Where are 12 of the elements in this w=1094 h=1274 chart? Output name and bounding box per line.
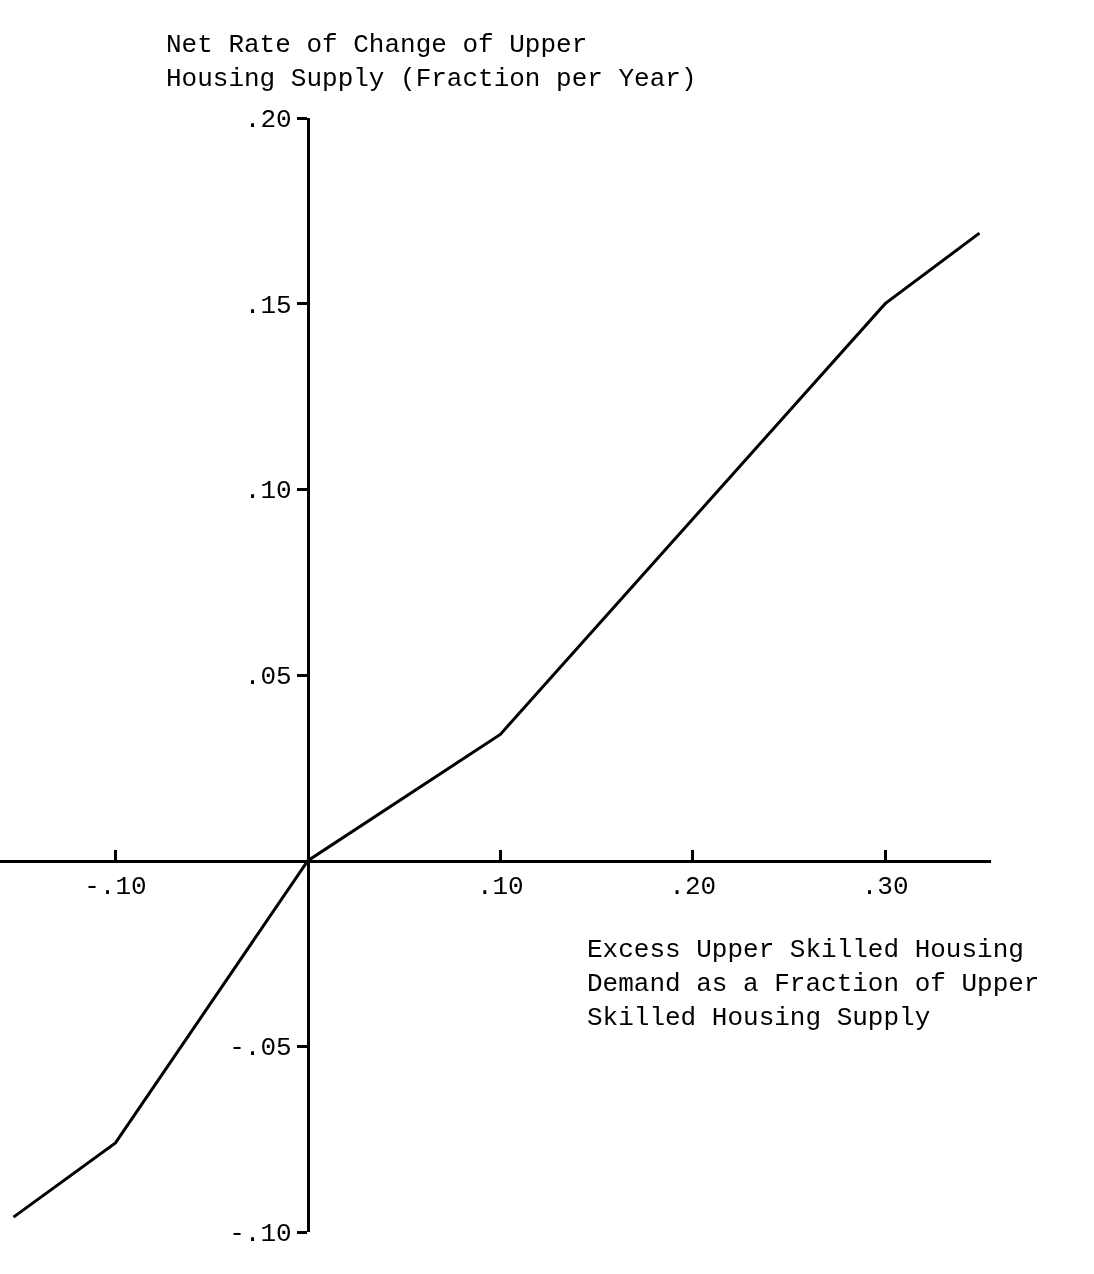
- y-tick-label: .20: [244, 105, 292, 136]
- x-tick-label: .20: [669, 871, 717, 902]
- y-tick-label: -.05: [229, 1033, 292, 1064]
- y-tick-label: .10: [244, 476, 292, 507]
- y-axis-title: Net Rate of Change of Upper Housing Supply (Fraction per Year): [166, 30, 697, 94]
- y-tick-label: .05: [244, 662, 292, 693]
- x-tick-label: .30: [861, 871, 909, 902]
- x-tick-label: -.10: [84, 871, 147, 902]
- y-tick-label: .15: [244, 290, 292, 321]
- y-tick-label: -.10: [229, 1219, 292, 1250]
- x-tick-label: .10: [476, 871, 524, 902]
- x-axis-title: Excess Upper Skilled Housing Demand as a Fraction of Upper Skilled Housing Supply: [587, 935, 1040, 1033]
